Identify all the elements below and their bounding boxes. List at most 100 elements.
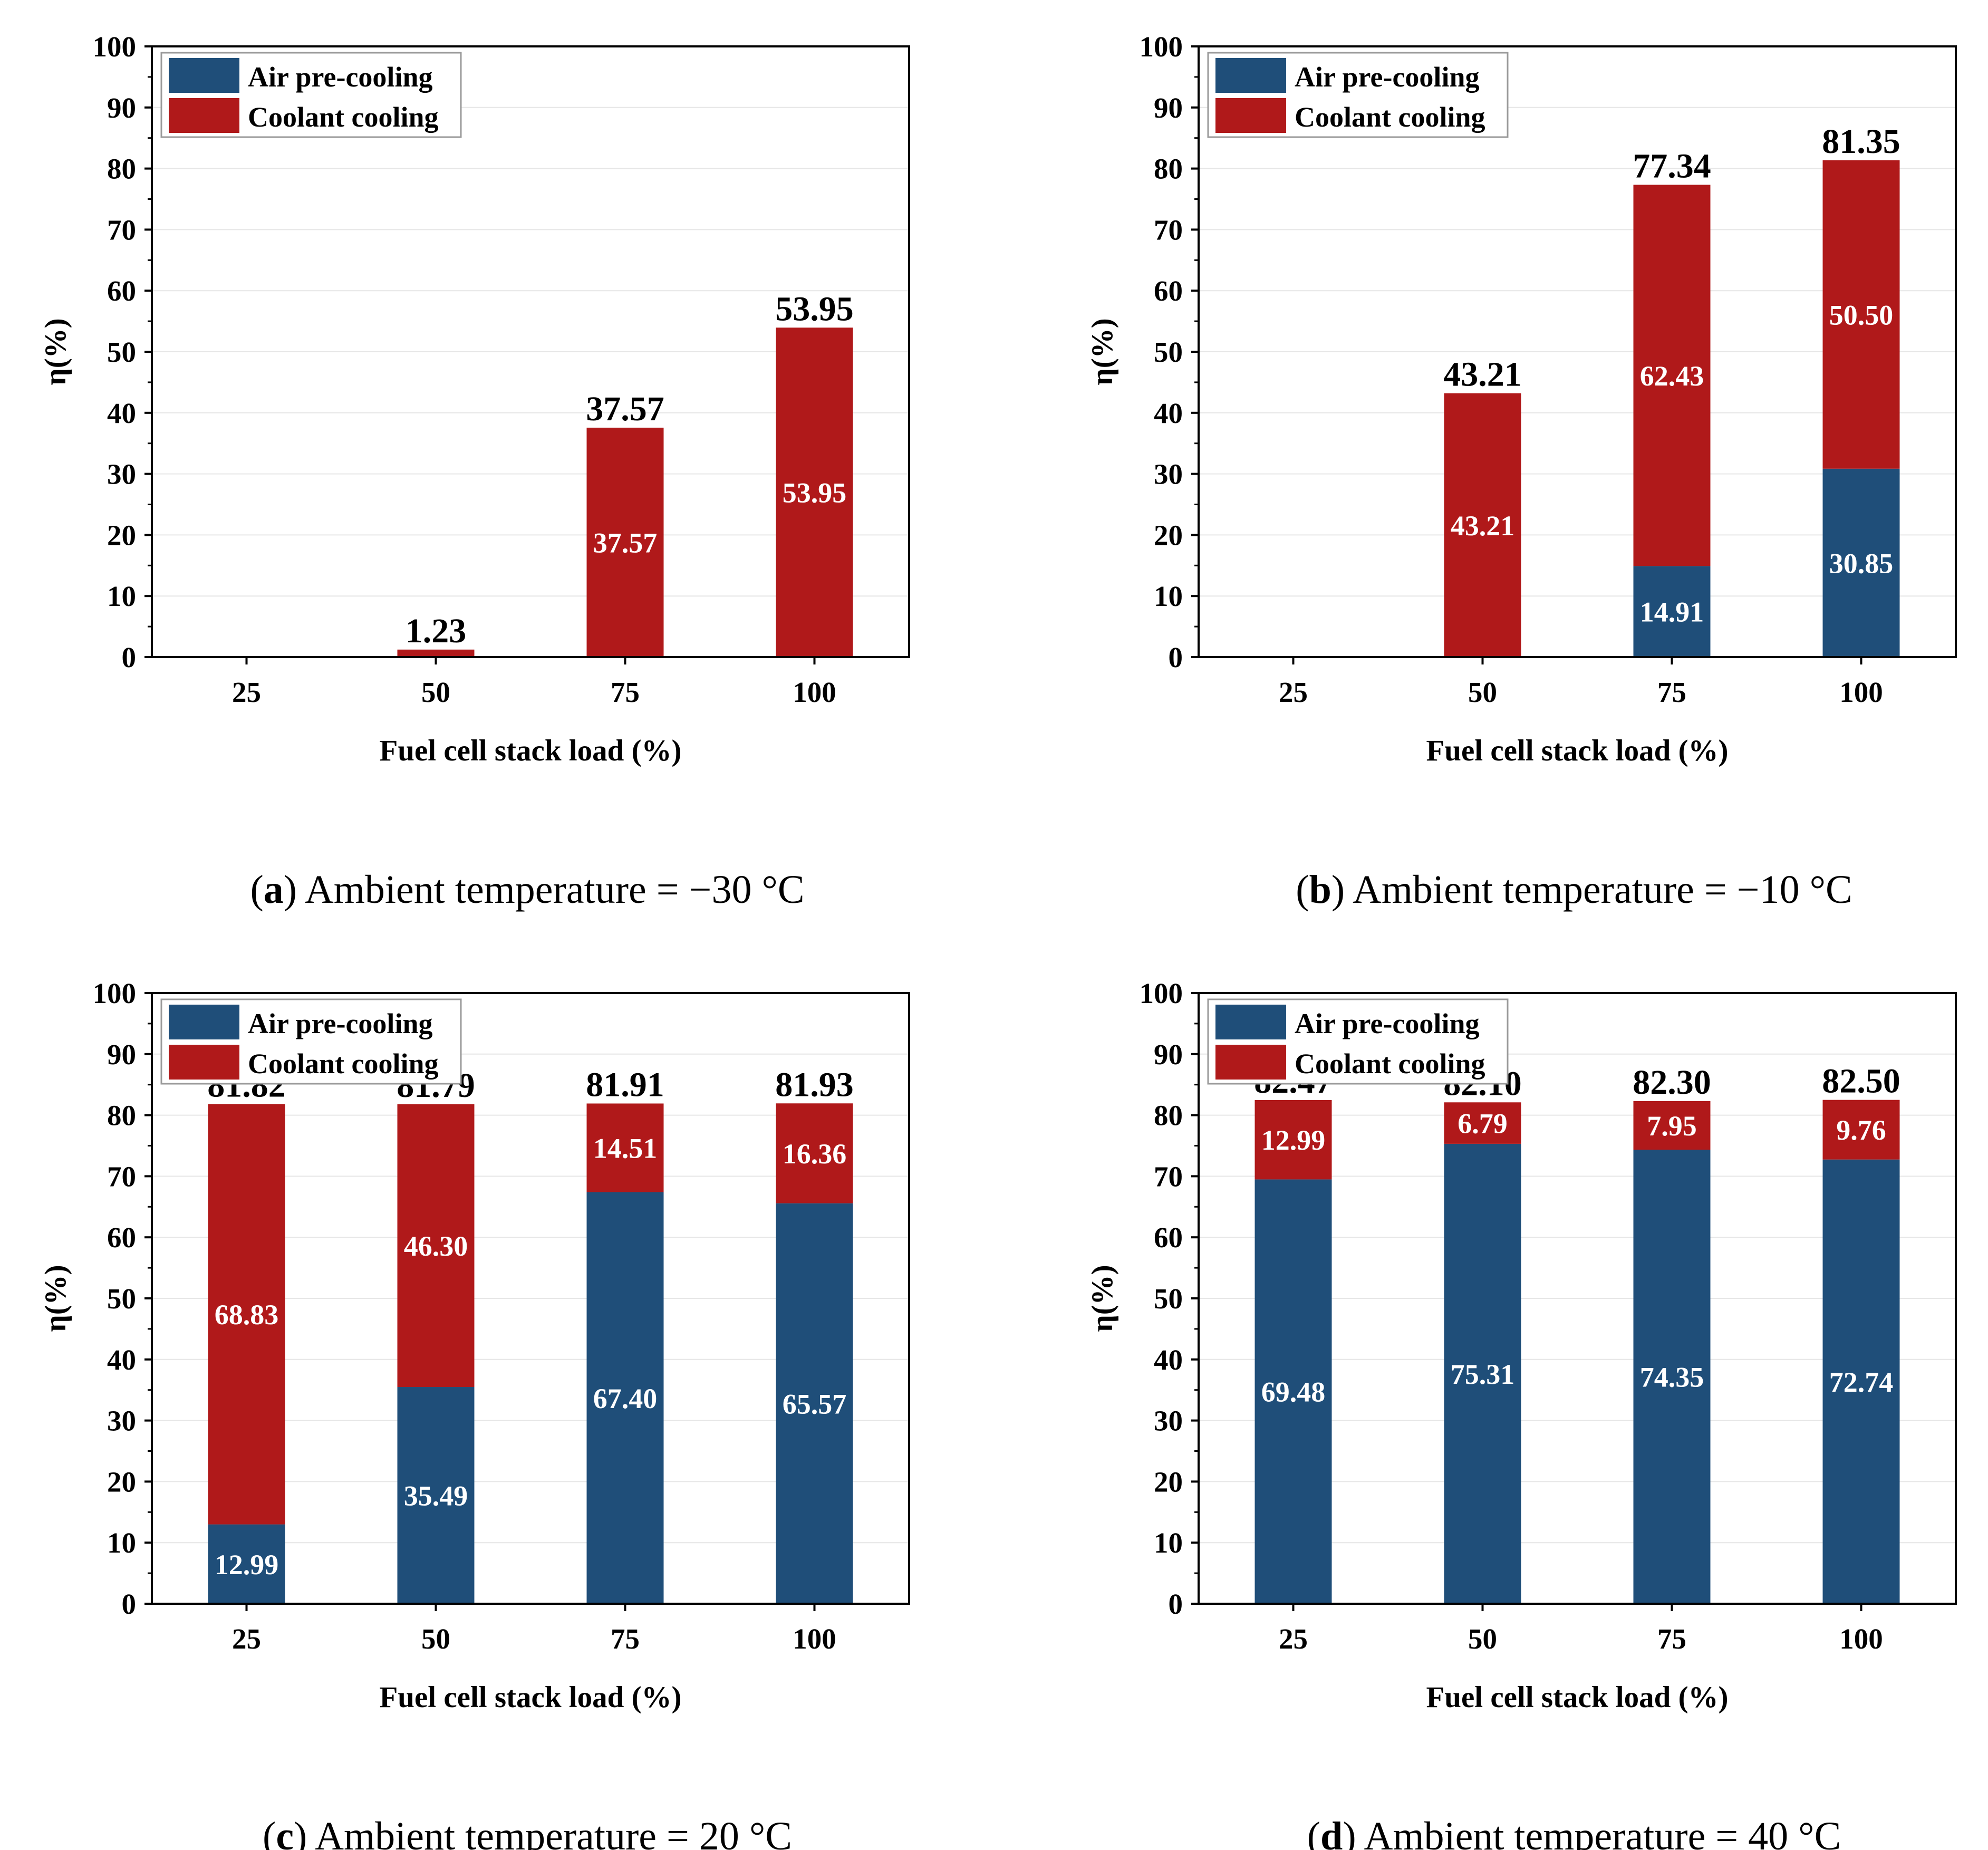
caption-paren: ( [1307, 1814, 1320, 1850]
y-tick-label: 10 [107, 580, 136, 612]
legend-swatch-coolant-cooling [1215, 1045, 1286, 1080]
legend: Air pre-cooling Coolant cooling [1207, 52, 1509, 138]
caption-letter: b [1309, 868, 1331, 912]
total-value-label: 77.34 [1633, 147, 1711, 185]
bar-coolant-cooling-100 [776, 1103, 853, 1203]
legend-label: Air pre-cooling [1295, 61, 1479, 93]
segment-value-label: 14.91 [1640, 596, 1704, 628]
y-tick-label: 20 [1154, 519, 1183, 551]
bar-coolant-cooling-75 [586, 1103, 664, 1192]
caption-paren: ) [1343, 1814, 1364, 1850]
legend-label: Air pre-cooling [248, 61, 432, 93]
y-tick-label: 20 [107, 1466, 136, 1498]
y-tick-label: 30 [1154, 458, 1183, 490]
y-tick-label: 70 [107, 1160, 136, 1192]
bar-air-pre-cooling-50 [1444, 1143, 1521, 1604]
caption-paren: ( [250, 868, 263, 912]
panel-caption: (d) Ambient temperature = 40 °C [1307, 1814, 1841, 1850]
total-value-label: 1.23 [406, 612, 467, 650]
total-value-label: 43.21 [1443, 355, 1522, 394]
y-tick-label: 70 [107, 214, 136, 246]
legend-swatch-air-pre-cooling [1215, 1005, 1286, 1039]
y-tick-label: 30 [107, 1405, 136, 1437]
panel-caption: (c) Ambient temperature = 20 °C [263, 1814, 792, 1850]
y-tick-label: 60 [107, 1221, 136, 1254]
panel-caption: (b) Ambient temperature = −10 °C [1296, 868, 1852, 912]
y-tick-label: 50 [1154, 336, 1183, 368]
y-tick-label: 0 [1169, 641, 1183, 673]
chart-panel-c: 12.99 35.49 67.40 65.57 68.83 46.30 14.51 16.36… [39, 977, 910, 1850]
bar-coolant-cooling-25 [208, 1104, 285, 1525]
y-tick-label: 20 [107, 519, 136, 551]
y-tick-label: 100 [1140, 31, 1183, 63]
y-tick-label: 80 [107, 153, 136, 185]
x-tick-label: 75 [611, 676, 640, 708]
y-axis-title: η(%) [1086, 318, 1119, 385]
bar-air-pre-cooling-75 [1633, 566, 1711, 657]
y-tick-label: 80 [1154, 1100, 1183, 1132]
y-tick-label: 0 [122, 641, 137, 673]
bar-air-pre-cooling-75 [586, 1192, 664, 1604]
caption-paren: ) [294, 1814, 315, 1850]
chart-panel-d: 69.48 75.31 74.35 72.74 12.99 6.79 7.95 9.76 82.… [1086, 977, 1957, 1850]
bar-coolant-cooling-75 [1633, 185, 1711, 566]
y-tick-label: 40 [107, 1344, 136, 1376]
bar-coolant-cooling-100 [776, 327, 853, 657]
legend-swatch-coolant-cooling [169, 1045, 239, 1080]
segment-value-label: 62.43 [1640, 360, 1704, 392]
caption-paren: ) [1331, 868, 1353, 912]
segment-value-label: 14.51 [593, 1132, 658, 1164]
x-tick-label: 100 [1839, 1623, 1883, 1655]
y-tick-label: 100 [1140, 977, 1183, 1009]
segment-value-label: 6.79 [1458, 1108, 1508, 1140]
y-tick-label: 40 [1154, 1344, 1183, 1376]
x-tick-label: 50 [1468, 676, 1497, 708]
y-tick-label: 0 [122, 1588, 137, 1620]
y-tick-label: 40 [1154, 397, 1183, 429]
bar-coolant-cooling-100 [1822, 1100, 1900, 1160]
y-tick-label: 40 [107, 397, 136, 429]
chart-panel-b: 14.91 30.85 43.21 62.43 50.50 43.21 77.34 81.35… [1086, 31, 1957, 912]
caption-text: Ambient temperature = 40 °C [1364, 1814, 1841, 1850]
legend-swatch-air-pre-cooling [1215, 58, 1286, 93]
segment-value-label: 12.99 [1261, 1124, 1326, 1156]
x-tick-label: 50 [421, 1623, 450, 1655]
bar-coolant-cooling-50 [397, 1104, 475, 1388]
x-axis-title: Fuel cell stack load (%) [1426, 1681, 1728, 1714]
y-tick-label: 80 [1154, 153, 1183, 185]
bar-coolant-cooling-25 [1254, 1100, 1332, 1180]
legend-label: Air pre-cooling [248, 1008, 432, 1039]
y-tick-label: 60 [1154, 275, 1183, 307]
x-axis-title: Fuel cell stack load (%) [1426, 734, 1728, 767]
segment-value-label: 65.57 [783, 1388, 847, 1420]
segment-value-label: 74.35 [1640, 1362, 1704, 1393]
y-tick-label: 50 [107, 1283, 136, 1315]
x-tick-label: 50 [1468, 1623, 1497, 1655]
bar-coolant-cooling-50 [397, 649, 475, 657]
y-tick-label: 90 [107, 1038, 136, 1071]
x-tick-label: 75 [1657, 676, 1686, 708]
y-tick-label: 60 [107, 275, 136, 307]
y-tick-label: 80 [107, 1100, 136, 1132]
total-value-label: 82.50 [1822, 1062, 1900, 1101]
legend-swatch-coolant-cooling [1215, 98, 1286, 133]
bar-air-pre-cooling-100 [1822, 468, 1900, 657]
caption-text: Ambient temperature = 20 °C [315, 1814, 792, 1850]
segment-value-label: 72.74 [1829, 1366, 1894, 1398]
x-tick-label: 75 [611, 1623, 640, 1655]
legend: Air pre-cooling Coolant cooling [160, 52, 462, 138]
y-tick-label: 100 [93, 977, 137, 1009]
total-value-label: 53.95 [775, 290, 854, 328]
bar-air-pre-cooling-25 [1254, 1179, 1332, 1604]
chart-panel-a: 37.57 53.95 1.23 37.57 53.95 0 10 20 30 40 50 60 70 8… [39, 31, 910, 912]
segment-value-label: 69.48 [1261, 1376, 1326, 1408]
x-tick-label: 75 [1657, 1623, 1686, 1655]
x-axis-title: Fuel cell stack load (%) [379, 734, 681, 767]
x-tick-label: 100 [793, 1623, 836, 1655]
bar-coolant-cooling-75 [1633, 1101, 1711, 1150]
bar-coolant-cooling-50 [1444, 1102, 1521, 1144]
y-tick-label: 60 [1154, 1221, 1183, 1254]
segment-value-label: 12.99 [215, 1549, 279, 1581]
bar-coolant-cooling-100 [1822, 160, 1900, 469]
y-tick-label: 70 [1154, 1160, 1183, 1192]
